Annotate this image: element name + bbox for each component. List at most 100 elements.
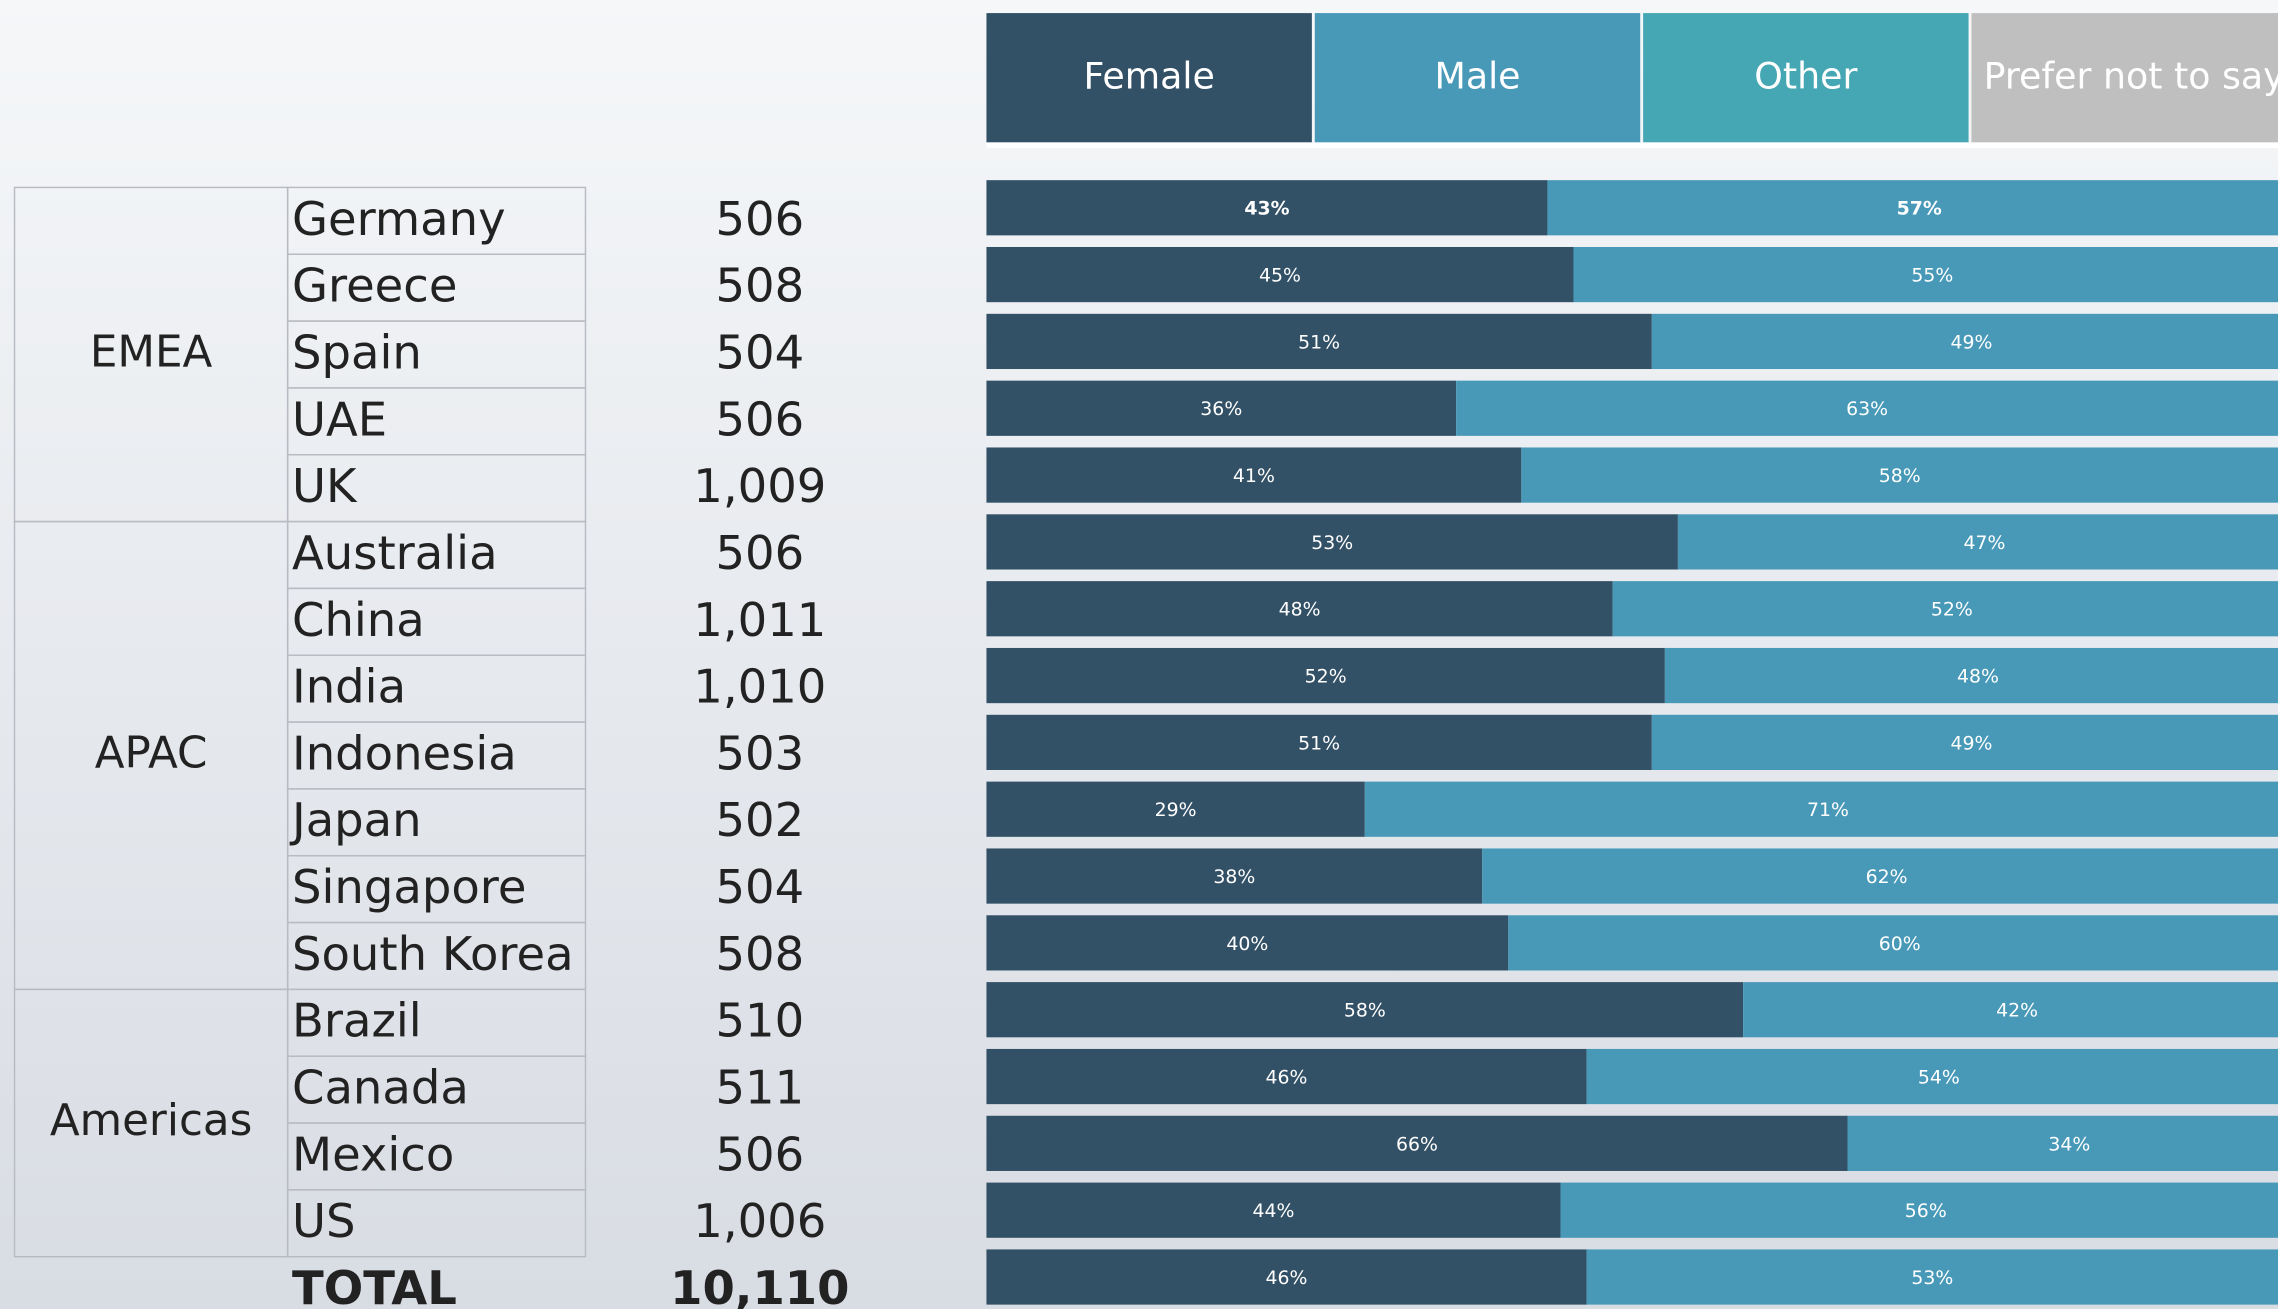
sample-size: 504 xyxy=(715,325,804,379)
sample-size: 506 xyxy=(715,1127,804,1181)
sample-size: 506 xyxy=(715,526,804,580)
legend-label: Other xyxy=(1754,54,1857,97)
legend-swatch xyxy=(1971,13,2278,143)
bar-segment xyxy=(986,1115,1848,1171)
bar-value-label: 51% xyxy=(1298,331,1340,353)
country-label: Mexico xyxy=(292,1127,454,1181)
country-cell xyxy=(286,1189,587,1258)
country-label: UAE xyxy=(292,392,387,446)
bar-value-label: 42% xyxy=(1996,1000,2038,1022)
bar-segment xyxy=(1508,915,2278,971)
bar-value-label: 66% xyxy=(1396,1133,1438,1155)
bar-segment xyxy=(986,781,1365,837)
bar-value-label: 46% xyxy=(1266,1066,1308,1088)
bar-segment xyxy=(986,1048,1587,1105)
bar-segment xyxy=(1612,581,2278,637)
sample-size: 508 xyxy=(715,259,804,313)
legend-swatch xyxy=(1314,13,1641,143)
country-label: South Korea xyxy=(292,927,574,981)
bar-value-label: 60% xyxy=(1879,933,1921,955)
sample-size: 1,009 xyxy=(693,459,826,513)
bar-value-label: 58% xyxy=(1879,465,1921,487)
bar-segment xyxy=(1521,447,2278,503)
bar-segment xyxy=(1560,1182,2278,1238)
country-label: Germany xyxy=(292,192,506,246)
country-label: UK xyxy=(292,459,358,513)
bar-segment xyxy=(1651,714,2278,770)
bar-segment xyxy=(986,915,1509,971)
bar-value-label: 62% xyxy=(1866,866,1908,888)
bar-value-label: 40% xyxy=(1226,933,1268,955)
legend-label: Female xyxy=(1084,54,1215,97)
sample-size: 504 xyxy=(715,860,804,914)
bar-value-label: 45% xyxy=(1259,265,1301,287)
bar-segment xyxy=(986,380,1457,436)
country-label: Singapore xyxy=(292,860,526,914)
sample-size: 511 xyxy=(715,1061,804,1115)
bar-segment xyxy=(986,848,1483,904)
bar-segment xyxy=(1586,1048,2278,1105)
bar-segment xyxy=(986,246,1574,303)
bar-value-label: 56% xyxy=(1905,1200,1947,1222)
country-label: US xyxy=(292,1194,356,1248)
country-label: Canada xyxy=(292,1061,469,1115)
sample-size: 10,110 xyxy=(670,1261,849,1309)
sample-size: 508 xyxy=(715,927,804,981)
bar-value-label: 44% xyxy=(1252,1200,1294,1222)
bar-value-label: 29% xyxy=(1155,799,1197,821)
region-label: APAC xyxy=(95,728,208,778)
bar-value-label: 53% xyxy=(1911,1267,1953,1289)
sample-size: 1,011 xyxy=(693,593,826,647)
bar-segment xyxy=(986,180,1548,236)
country-label: Greece xyxy=(292,259,457,313)
bar-segment xyxy=(1364,781,2278,837)
bar-value-label: 55% xyxy=(1911,265,1953,287)
legend-base xyxy=(986,142,2278,149)
bar-segment xyxy=(986,514,1678,570)
bar-segment xyxy=(1586,1249,2278,1305)
bar-value-label: 48% xyxy=(1279,599,1321,621)
bar-segment xyxy=(986,313,1652,370)
bar-value-label: 52% xyxy=(1305,666,1347,688)
sample-size: 503 xyxy=(715,726,804,780)
bar-segment xyxy=(1482,848,2278,904)
sample-size: 1,006 xyxy=(693,1194,826,1248)
bar-value-label: 58% xyxy=(1344,1000,1386,1022)
sample-size: 1,010 xyxy=(693,660,826,714)
bar-segment xyxy=(986,982,1744,1038)
sample-size: 510 xyxy=(715,994,804,1048)
bar-segment xyxy=(986,447,1522,503)
country-label: Spain xyxy=(292,325,422,379)
bar-value-label: 36% xyxy=(1200,398,1242,420)
total-label: TOTAL xyxy=(292,1261,457,1309)
bar-value-label: 46% xyxy=(1266,1267,1308,1289)
bar-segment xyxy=(1743,982,2278,1038)
bar-segment xyxy=(1547,180,2278,236)
bar-value-label: 54% xyxy=(1918,1066,1960,1088)
bar-value-label: 47% xyxy=(1964,532,2006,554)
sample-size: 502 xyxy=(715,793,804,847)
bar-value-label: 38% xyxy=(1213,866,1255,888)
bar-segment xyxy=(986,1182,1561,1238)
bar-value-label: 51% xyxy=(1298,732,1340,754)
country-label: China xyxy=(292,593,425,647)
bar-segment xyxy=(986,647,1665,704)
bar-segment xyxy=(1847,1115,2278,1171)
bar-value-label: 63% xyxy=(1846,398,1888,420)
bar-segment xyxy=(986,581,1613,637)
sample-size: 506 xyxy=(715,392,804,446)
legend-label: Male xyxy=(1434,54,1520,97)
bar-segment xyxy=(1573,246,2278,303)
bar-value-label: 48% xyxy=(1957,666,1999,688)
country-label: India xyxy=(292,660,406,714)
bar-value-label: 49% xyxy=(1950,331,1992,353)
bar-value-label: 41% xyxy=(1233,465,1275,487)
country-label: Brazil xyxy=(292,994,422,1048)
country-label: Australia xyxy=(292,526,498,580)
legend-swatch xyxy=(986,13,1312,143)
bar-segment xyxy=(1651,313,2278,370)
bar-segment xyxy=(1677,514,2278,570)
